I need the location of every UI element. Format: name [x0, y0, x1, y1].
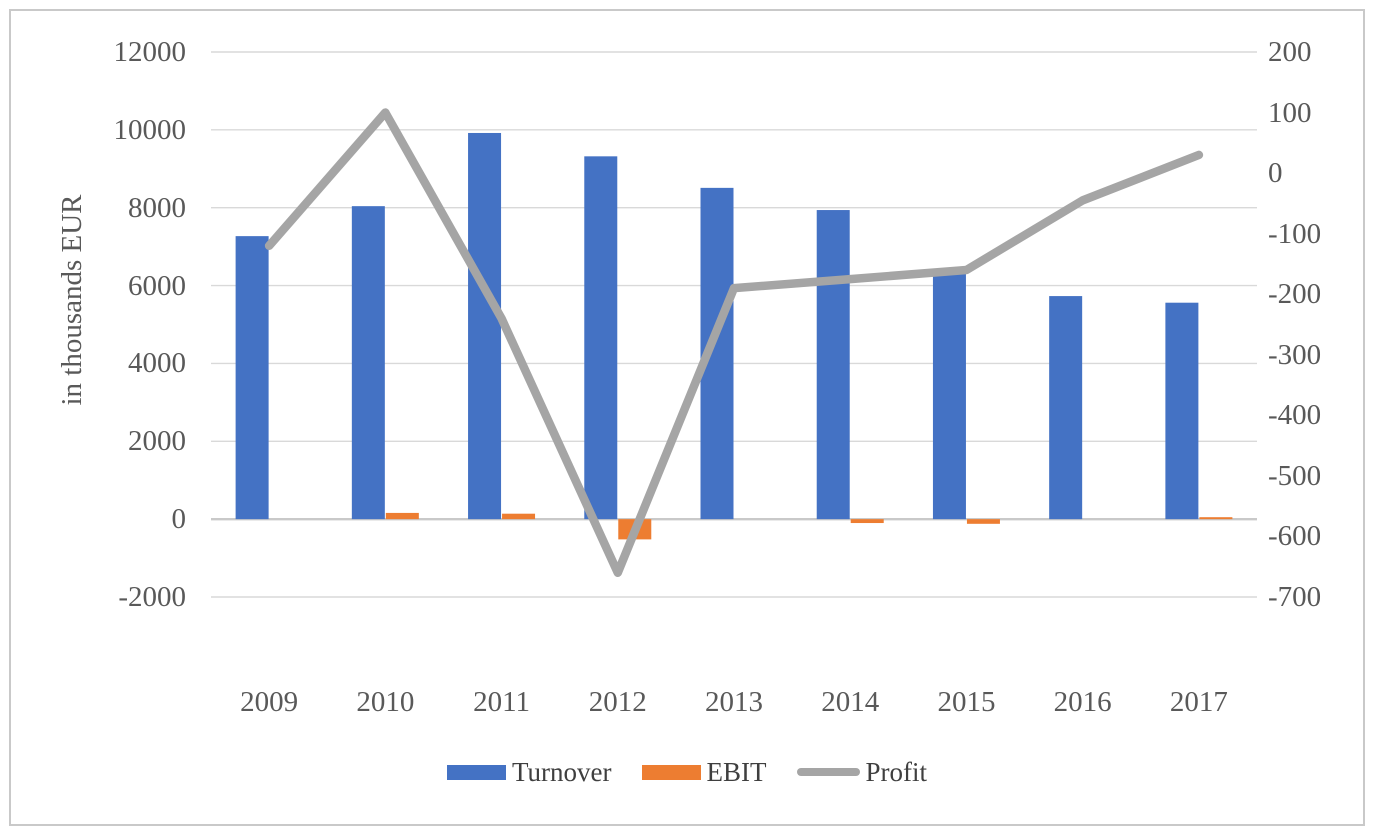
profit-line-swatch-icon: [796, 768, 860, 776]
turnover-bar-2015: [932, 271, 966, 520]
turnover-bar-2009: [235, 236, 269, 520]
ebit-bar-2017: [1199, 517, 1233, 520]
legend-label-ebit: EBIT: [706, 757, 767, 787]
ebit-bar-2015: [966, 519, 1000, 524]
ebit-bar-2014: [850, 519, 884, 524]
x-axis-label-2012: 2012: [588, 686, 647, 718]
x-axis-label-2013: 2013: [705, 686, 763, 718]
right-axis-tick: -300: [1268, 338, 1322, 371]
ebit-bar-2011: [502, 513, 536, 520]
legend-item-profit: Profit: [796, 757, 928, 787]
right-axis-tick: -200: [1268, 278, 1322, 311]
x-axis-label-2009: 2009: [240, 686, 299, 718]
turnover-bar-2012: [584, 156, 618, 520]
turnover-bar-2016: [1049, 296, 1083, 520]
left-axis-tick: 8000: [128, 191, 186, 224]
left-axis-tick: 0: [171, 503, 187, 536]
ebit-bar-2010: [385, 512, 419, 520]
right-axis-tick: -100: [1268, 217, 1322, 250]
legend: Turnover EBIT Profit: [0, 753, 1374, 791]
profit-line: [264, 108, 1204, 578]
right-axis-tick: -600: [1268, 520, 1322, 553]
chart-border: [9, 9, 1365, 826]
left-axis-tick: 10000: [113, 113, 187, 146]
turnover-swatch-icon: [446, 764, 506, 780]
turnover-bar-2011: [468, 132, 502, 520]
x-axis-label-2017: 2017: [1169, 686, 1228, 718]
right-axis-tick: -400: [1268, 399, 1322, 432]
right-axis-tick: 0: [1268, 157, 1283, 190]
turnover-bar-2010: [351, 206, 385, 520]
right-axis-tick: 100: [1268, 96, 1312, 129]
left-axis-tick: 4000: [128, 347, 186, 380]
right-axis-tick: 200: [1268, 36, 1312, 68]
legend-item-turnover: Turnover: [446, 757, 612, 787]
x-axis-label-2015: 2015: [937, 686, 996, 718]
legend-label-turnover: Turnover: [511, 757, 612, 787]
left-axis-tick: 2000: [128, 425, 186, 458]
ebit-swatch-icon: [641, 764, 701, 780]
legend-label-profit: Profit: [865, 757, 928, 787]
turnover-bar-2014: [816, 210, 850, 520]
x-axis-label-2014: 2014: [821, 686, 880, 718]
left-axis-tick: 6000: [128, 269, 186, 302]
right-axis-tick: -500: [1268, 459, 1322, 492]
legend-item-ebit: EBIT: [641, 757, 767, 787]
left-axis-tick: -2000: [118, 581, 186, 613]
x-axis-label-2010: 2010: [356, 686, 415, 718]
turnover-bar-2017: [1165, 302, 1199, 520]
right-axis-tick: -700: [1268, 581, 1322, 613]
x-axis-label-2016: 2016: [1053, 686, 1112, 718]
left-axis-tick: 12000: [113, 36, 187, 68]
x-axis-label-2011: 2011: [473, 686, 531, 718]
